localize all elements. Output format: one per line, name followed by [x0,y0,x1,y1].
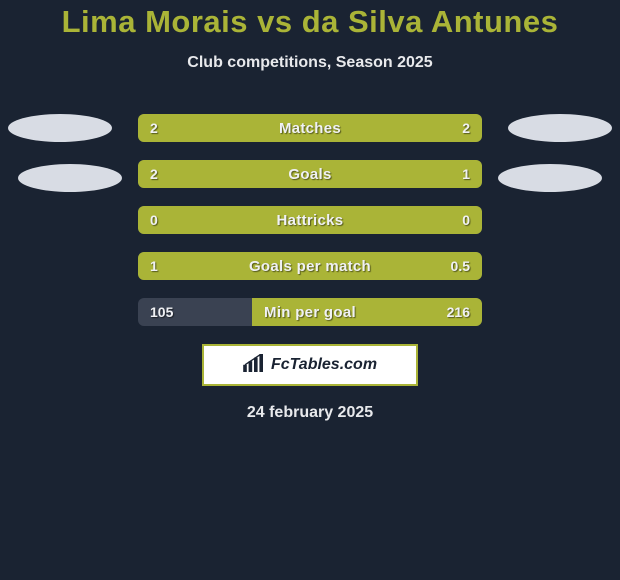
stat-row: 21Goals [138,160,482,188]
chart-icon [243,354,265,377]
stat-row: 105216Min per goal [138,298,482,326]
player-left-badge-1 [8,114,112,142]
player-left-badge-2 [18,164,122,192]
stat-bars: 22Matches 21Goals 00Hattricks 10.5Goals per… [138,114,482,326]
date-line: 24 february 2025 [8,404,612,422]
stat-label: Goals [138,160,482,188]
stat-label: Matches [138,114,482,142]
player-right-badge-1 [508,114,612,142]
page-title: Lima Morais vs da Silva Antunes [0,4,620,40]
subtitle: Club competitions, Season 2025 [0,54,620,72]
stat-label: Goals per match [138,252,482,280]
stat-label: Min per goal [138,298,482,326]
stat-label: Hattricks [138,206,482,234]
stat-row: 10.5Goals per match [138,252,482,280]
player-right-badge-2 [498,164,602,192]
stat-row: 00Hattricks [138,206,482,234]
stat-row: 22Matches [138,114,482,142]
brand-box[interactable]: FcTables.com [202,344,418,386]
brand-label: FcTables.com [271,356,377,374]
stats-area: 22Matches 21Goals 00Hattricks 10.5Goals per… [0,114,620,422]
